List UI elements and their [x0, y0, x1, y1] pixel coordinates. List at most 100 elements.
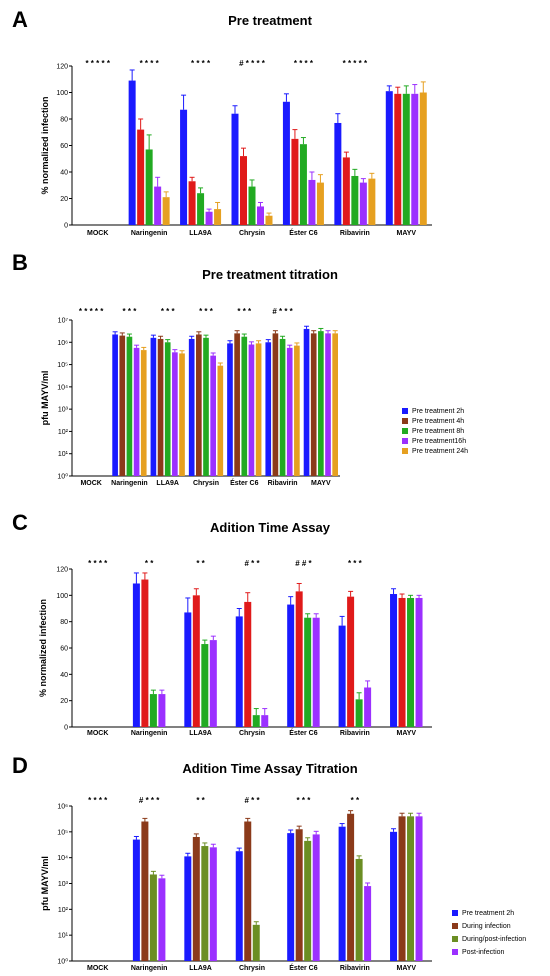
significance-marks: # # *: [295, 559, 312, 568]
bar: [210, 847, 217, 961]
x-tick-label: LLA9A: [189, 730, 212, 737]
y-tick-label: 10⁴: [57, 855, 68, 862]
bar: [236, 851, 243, 961]
bar: [334, 123, 341, 225]
legend-entry: Pre treatment 4h: [412, 418, 464, 425]
y-tick-label: 60: [60, 646, 68, 653]
bar: [304, 329, 310, 476]
bar: [347, 597, 354, 727]
bar: [364, 886, 371, 961]
significance-marks: # * *: [244, 796, 260, 805]
significance-marks: # * * * *: [239, 59, 266, 68]
x-tick-label: Ribavirin: [268, 480, 298, 487]
bar: [291, 139, 298, 225]
bar: [416, 816, 423, 961]
bar: [201, 644, 208, 727]
y-tick-label: 120: [56, 64, 68, 71]
bar: [210, 356, 216, 476]
bar: [249, 345, 255, 476]
bar: [356, 699, 363, 727]
bar: [265, 342, 271, 476]
bar: [390, 594, 397, 727]
significance-marks: * * *: [161, 307, 176, 316]
legend-swatch: [452, 923, 458, 929]
bar: [172, 352, 178, 476]
bar: [296, 591, 303, 727]
x-tick-label: MOCK: [87, 965, 108, 972]
bar: [217, 366, 223, 476]
significance-marks: * *: [196, 559, 205, 568]
bar: [390, 832, 397, 961]
chart-panel-c: C Adition Time Assay 0 20 40 60 80 100 120 % norm…: [12, 510, 432, 737]
y-axis-label: % normalized infection: [38, 599, 48, 697]
bar: [407, 816, 414, 961]
x-tick-label: Éster C6: [289, 963, 318, 972]
y-tick-label: 0: [64, 223, 68, 230]
bar: [133, 583, 140, 727]
x-tick-label: Ribavirin: [340, 965, 370, 972]
bar: [313, 618, 320, 727]
significance-marks: * * * *: [294, 59, 314, 68]
significance-marks: * * * * *: [343, 59, 368, 68]
legend-swatch: [402, 448, 408, 454]
chart-panel-b: B Pre treatment titration 10⁰ 10¹ 10² 10³ 10⁴ 1…: [12, 250, 468, 487]
significance-marks: * * * *: [88, 559, 108, 568]
x-tick-label: Naringenin: [131, 230, 168, 237]
bar: [203, 338, 209, 476]
bar: [394, 94, 401, 225]
bar: [287, 833, 294, 961]
bar: [356, 859, 363, 961]
x-tick-label: Ribavirin: [340, 230, 370, 237]
y-tick-label: 10⁴: [57, 384, 68, 391]
bar: [158, 878, 165, 961]
bar: [241, 337, 247, 476]
y-tick-label: 10⁰: [57, 958, 68, 966]
significance-marks: * * * * *: [79, 307, 104, 316]
chart-title: Adition Time Assay Titration: [182, 761, 357, 776]
significance-marks: * * * * *: [85, 59, 110, 68]
bar: [294, 346, 300, 476]
bar: [150, 694, 157, 727]
bar: [163, 197, 170, 225]
y-tick-label: 20: [60, 196, 68, 203]
bar: [141, 580, 148, 727]
bar: [332, 333, 338, 476]
y-tick-label: 10⁵: [57, 829, 68, 836]
bar: [386, 91, 393, 225]
bar: [189, 339, 195, 476]
bar: [300, 144, 307, 225]
bar: [158, 694, 165, 727]
bar: [283, 102, 290, 225]
bar: [253, 925, 260, 961]
bar: [364, 688, 371, 728]
legend-entry: Pre treatment 8h: [412, 428, 464, 435]
y-tick-label: 10²: [58, 907, 69, 914]
bar: [119, 336, 125, 476]
y-tick-label: 40: [60, 170, 68, 177]
y-tick-label: 40: [60, 672, 68, 679]
x-tick-label: LLA9A: [189, 965, 212, 972]
x-tick-label: Chrysin: [239, 965, 265, 972]
y-tick-label: 0: [64, 725, 68, 732]
significance-marks: * *: [351, 796, 360, 805]
bar: [146, 149, 153, 225]
bar: [134, 348, 140, 476]
bar: [244, 822, 251, 962]
bar: [287, 605, 294, 727]
bar: [339, 626, 346, 727]
significance-marks: * * *: [237, 307, 252, 316]
bar: [234, 333, 240, 476]
bar: [141, 822, 148, 962]
bar: [232, 114, 239, 225]
y-axis-label: % normalized infection: [40, 96, 50, 194]
bar: [201, 846, 208, 961]
legend-swatch: [402, 408, 408, 414]
y-tick-label: 10¹: [58, 933, 69, 940]
chart-title: Pre treatment: [228, 13, 312, 28]
bar: [193, 595, 200, 727]
significance-marks: # * * *: [139, 796, 160, 805]
bar: [416, 598, 423, 727]
bar: [256, 343, 262, 476]
bar: [129, 81, 136, 225]
